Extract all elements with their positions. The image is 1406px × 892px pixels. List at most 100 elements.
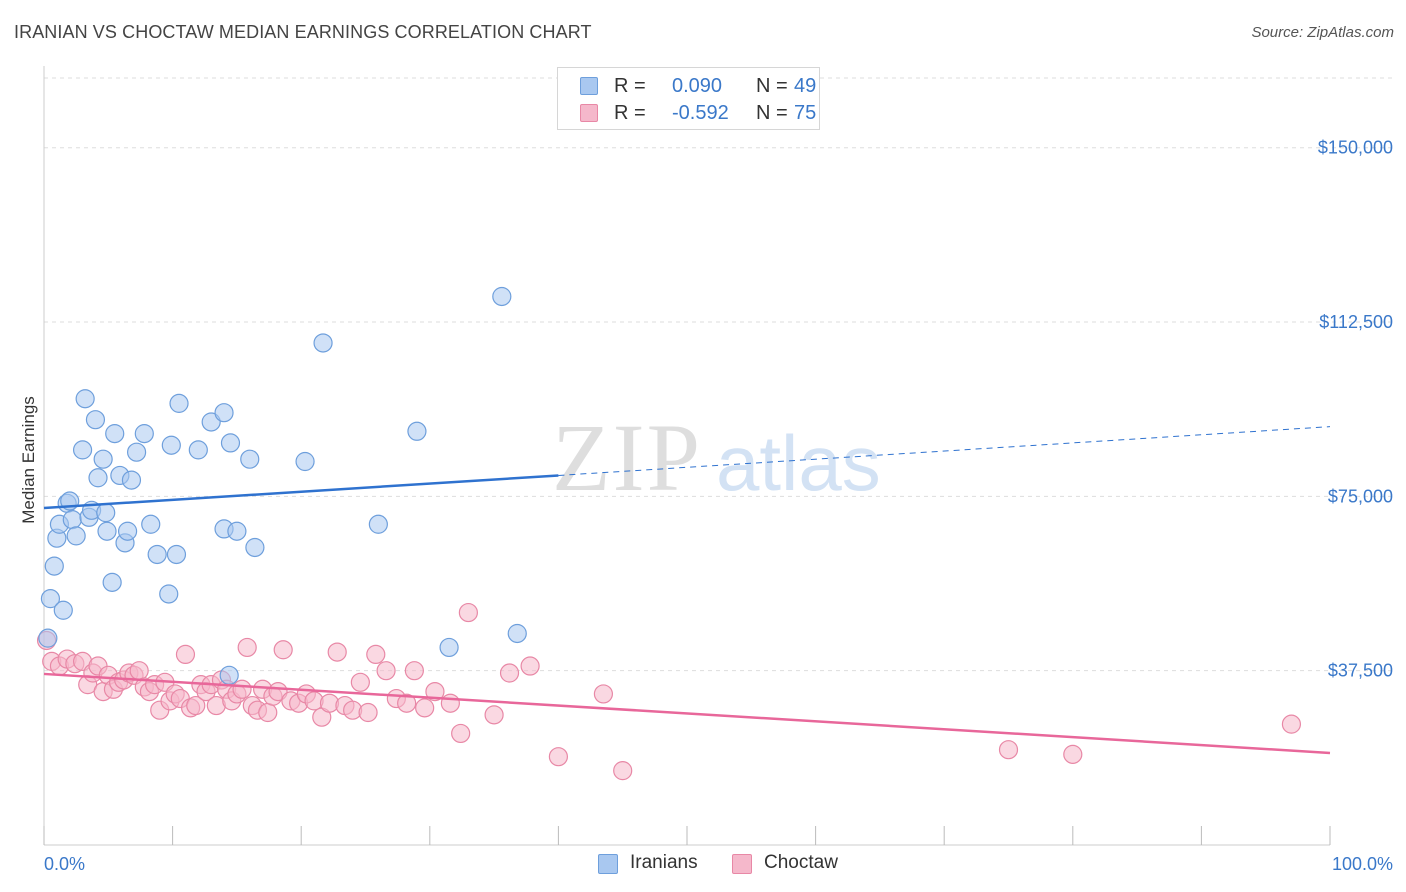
- iranians-point: [507, 623, 527, 644]
- iranians-point: [161, 435, 181, 455]
- legend: R = 0.090 N = 49 R = -0.592 N = 75: [557, 67, 820, 130]
- x-tick-labels: 0.0% 100.0%: [44, 854, 1393, 874]
- choctaw-point: [350, 672, 370, 692]
- legend-n-label: N =: [756, 102, 788, 124]
- choctaw-trend-line: [43, 672, 1331, 755]
- iranians-point: [44, 556, 64, 576]
- iranians-point: [85, 410, 106, 430]
- choctaw-swatch: [580, 104, 598, 122]
- choctaw-point: [273, 640, 293, 660]
- legend-n-value: 75: [794, 102, 817, 124]
- watermark-zip: ZIP: [552, 404, 702, 511]
- iranians-point: [492, 286, 512, 307]
- iranians-point: [40, 589, 61, 609]
- iranians-swatch: [598, 854, 618, 874]
- x-tick-label-max: 100.0%: [1332, 854, 1393, 874]
- iranians-point: [53, 600, 73, 620]
- iranians-point: [121, 470, 142, 490]
- y-axis-label: Median Earnings: [19, 396, 38, 524]
- legend-n-label: N =: [756, 75, 788, 97]
- x-tick-label-min: 0.0%: [44, 854, 85, 874]
- bottom-legend-label: Choctaw: [764, 852, 838, 873]
- choctaw-point: [548, 747, 569, 767]
- y-tick-label: $75,000: [1328, 486, 1393, 506]
- iranians-point: [147, 544, 167, 565]
- choctaw-point: [129, 661, 149, 681]
- choctaw-point: [998, 740, 1019, 760]
- iranians-point: [102, 572, 122, 592]
- legend-r-label: R =: [614, 75, 646, 97]
- choctaw-point: [327, 642, 347, 662]
- chart-source: Source: ZipAtlas.com: [1251, 24, 1394, 41]
- watermark: ZIP atlas: [552, 404, 881, 511]
- choctaw-point: [425, 681, 445, 702]
- iranians-point: [214, 403, 234, 423]
- choctaw-point: [186, 695, 206, 716]
- y-tick-label: $37,500: [1328, 661, 1393, 681]
- choctaw-swatch: [732, 854, 752, 874]
- choctaw-point: [258, 702, 278, 723]
- iranians-point: [159, 584, 179, 604]
- choctaw-point: [613, 761, 633, 781]
- watermark-atlas: atlas: [716, 419, 881, 507]
- iranians-point: [407, 421, 427, 441]
- axes: [43, 66, 1331, 846]
- choctaw-point: [499, 663, 520, 683]
- iranians-point: [96, 503, 116, 523]
- iranians-points: [38, 286, 527, 685]
- choctaw-point: [404, 661, 424, 681]
- choctaw-point: [440, 693, 460, 713]
- iranians-point: [97, 521, 117, 541]
- legend-r-value: -0.592: [672, 102, 729, 124]
- iranians-point: [295, 451, 315, 472]
- y-tick-label: $150,000: [1318, 138, 1393, 158]
- iranians-point: [75, 389, 95, 409]
- choctaw-point: [520, 656, 540, 676]
- iranians-point: [240, 449, 260, 469]
- iranians-point: [105, 424, 125, 444]
- iranians-point: [141, 514, 161, 534]
- iranians-point: [62, 510, 82, 530]
- chart-title: IRANIAN VS CHOCTAW MEDIAN EARNINGS CORRE…: [14, 22, 592, 42]
- choctaw-point: [458, 602, 478, 623]
- grid-lines: [44, 77, 1396, 672]
- iranians-point: [66, 526, 86, 546]
- choctaw-point: [593, 684, 614, 704]
- iranians-point: [313, 333, 333, 353]
- choctaw-point: [376, 661, 396, 681]
- y-tick-label: $112,500: [1319, 312, 1393, 332]
- choctaw-point: [1063, 744, 1083, 764]
- iranians-point: [220, 433, 241, 453]
- choctaw-point: [237, 637, 257, 658]
- y-tick-labels: $37,500 $75,000 $112,500 $150,000: [1318, 138, 1393, 681]
- legend-n-value: 49: [794, 75, 817, 97]
- iranians-point: [38, 628, 58, 648]
- choctaw-point: [415, 698, 435, 718]
- legend-r-label: R =: [614, 102, 646, 124]
- trend-lines: [43, 426, 1331, 755]
- iranians-point: [169, 393, 189, 413]
- bottom-legend-label: Iranians: [630, 852, 698, 873]
- choctaw-point: [451, 723, 471, 744]
- choctaw-point: [232, 679, 252, 699]
- iranians-swatch: [580, 77, 598, 95]
- iranians-trend-line: [43, 474, 559, 510]
- choctaw-point: [484, 705, 504, 725]
- iranians-point: [88, 468, 108, 488]
- iranians-point: [245, 537, 265, 558]
- iranians-point: [117, 521, 138, 541]
- choctaw-points: [36, 602, 1302, 781]
- iranians-trend-extension: [558, 426, 1331, 476]
- iranians-point: [201, 412, 221, 432]
- iranians-point: [93, 449, 113, 469]
- iranians-point: [126, 442, 147, 462]
- legend-r-value: 0.090: [672, 75, 723, 97]
- iranians-point: [134, 424, 154, 444]
- choctaw-point: [358, 702, 378, 723]
- iranians-point: [439, 637, 459, 658]
- choctaw-point: [397, 693, 417, 713]
- choctaw-point: [366, 644, 386, 665]
- iranians-point: [188, 440, 208, 460]
- iranians-point: [166, 544, 187, 565]
